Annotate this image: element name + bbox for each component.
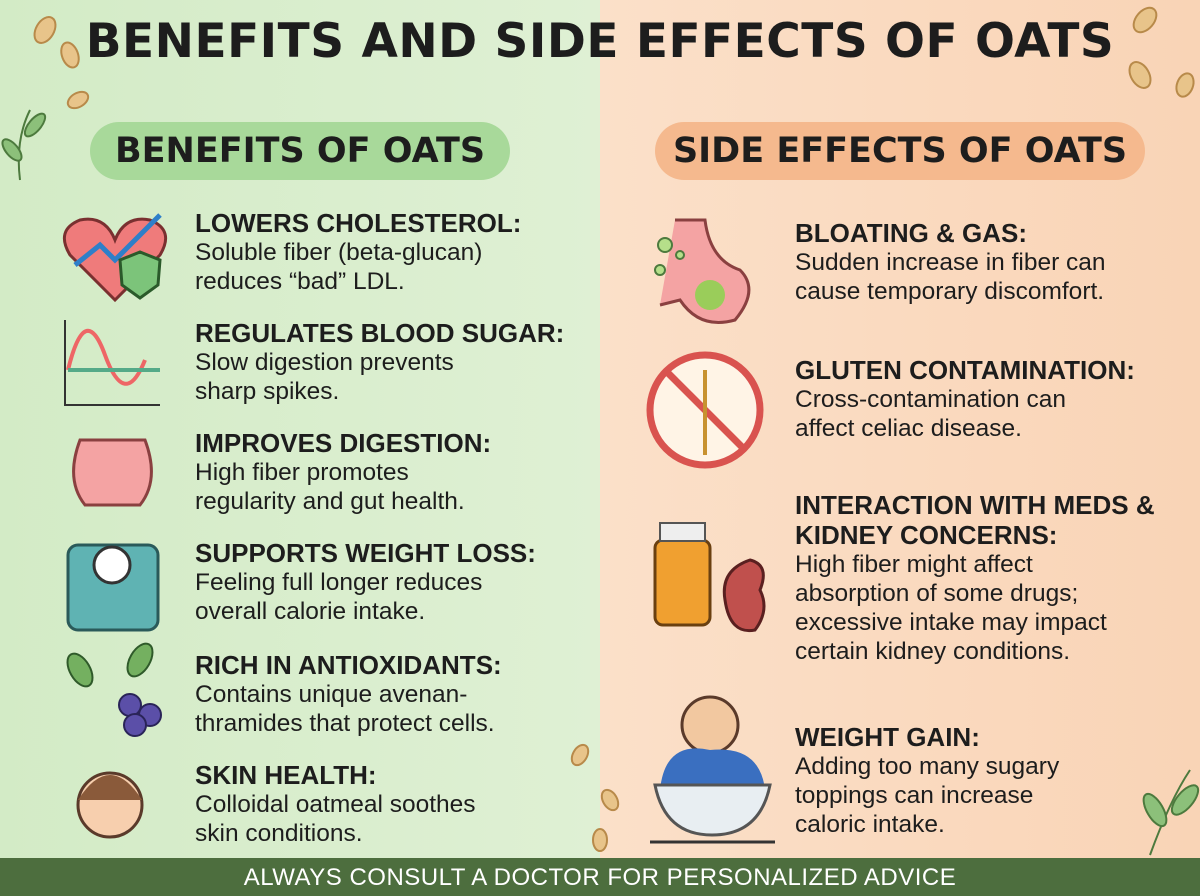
item-text: High fiber promotes [195, 459, 409, 486]
item: RICH IN ANTIOXIDANTS: Contains unique ave… [195, 650, 590, 738]
item-text: certain kidney conditions. [795, 638, 1071, 665]
section-heading: BENEFITS OF OATS [90, 122, 510, 180]
item-text: Soluble fiber (beta-glucan) [195, 239, 483, 266]
footer: ALWAYS CONSULT A DOCTOR FOR PERSONALIZED… [0, 858, 1200, 896]
item-text: cause temporary discomfort. [795, 278, 1105, 305]
item-text: Slow digestion prevents [195, 349, 454, 376]
item-text: reduces “bad” LDL. [195, 268, 405, 295]
item-text: absorption of some drugs; [795, 580, 1079, 607]
item: INTERACTION WITH MEDS & KIDNEY CONCERNS:… [795, 490, 1165, 666]
item-text: thramides that protect cells. [195, 710, 495, 737]
item-title: REGULATES BLOOD SUGAR: [195, 318, 565, 348]
item-title: BLOATING & GAS: [795, 218, 1028, 248]
item-title: RICH IN ANTIOXIDANTS: [195, 650, 502, 680]
section-heading: SIDE EFFECTS OF OATS [655, 122, 1145, 180]
item: IMPROVES DIGESTION: High fiber promotes re… [195, 428, 590, 516]
item-text: skin conditions. [195, 820, 363, 847]
item-text: affect celiac disease. [795, 415, 1022, 442]
item-text: Sudden increase in fiber can [795, 249, 1106, 276]
item: WEIGHT GAIN: Adding too many sugary toppin… [795, 722, 1165, 839]
item-title: GLUTEN CONTAMINATION: [795, 355, 1135, 385]
item-text: Colloidal oatmeal soothes [195, 791, 476, 818]
item-title: WEIGHT GAIN: [795, 722, 980, 752]
item-text: toppings can increase [795, 782, 1034, 809]
item: REGULATES BLOOD SUGAR: Slow digestion pre… [195, 318, 590, 406]
item-title: LOWERS CHOLESTEROL: [195, 208, 522, 238]
item: SKIN HEALTH: Colloidal oatmeal soothes ski… [195, 760, 590, 848]
item: GLUTEN CONTAMINATION: Cross-contamination… [795, 355, 1165, 443]
item-text: overall calorie intake. [195, 598, 426, 625]
item-text: regularity and gut health. [195, 488, 465, 515]
item: LOWERS CHOLESTEROL: Soluble fiber (beta-g… [195, 208, 590, 296]
item-text: excessive intake may impact [795, 609, 1107, 636]
item-title: SKIN HEALTH: [195, 760, 377, 790]
item-text: caloric intake. [795, 811, 945, 838]
item-title: SUPPORTS WEIGHT LOSS: [195, 538, 536, 568]
item-title: IMPROVES DIGESTION: [195, 428, 492, 458]
item-text: Feeling full longer reduces [195, 569, 483, 596]
item-text: Contains unique avenan- [195, 681, 468, 708]
item-text: High fiber might affect [795, 551, 1033, 578]
item: BLOATING & GAS: Sudden increase in fiber … [795, 218, 1165, 306]
title: BENEFITS AND SIDE EFFECTS OF OATS [85, 14, 1115, 69]
item-text: sharp spikes. [195, 378, 340, 405]
item-text: Adding too many sugary [795, 753, 1060, 780]
item: SUPPORTS WEIGHT LOSS: Feeling full longer… [195, 538, 590, 626]
item-text: Cross-contamination can [795, 386, 1066, 413]
item-title: INTERACTION WITH MEDS & KIDNEY CONCERNS: [795, 490, 1155, 550]
